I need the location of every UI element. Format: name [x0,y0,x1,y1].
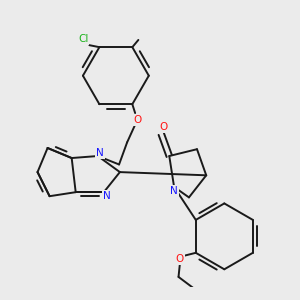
Text: N: N [170,186,178,196]
Text: N: N [96,148,104,158]
Text: N: N [103,191,110,201]
Text: O: O [133,115,141,125]
Text: O: O [176,254,184,264]
Text: Cl: Cl [78,34,88,44]
Text: O: O [159,122,167,132]
